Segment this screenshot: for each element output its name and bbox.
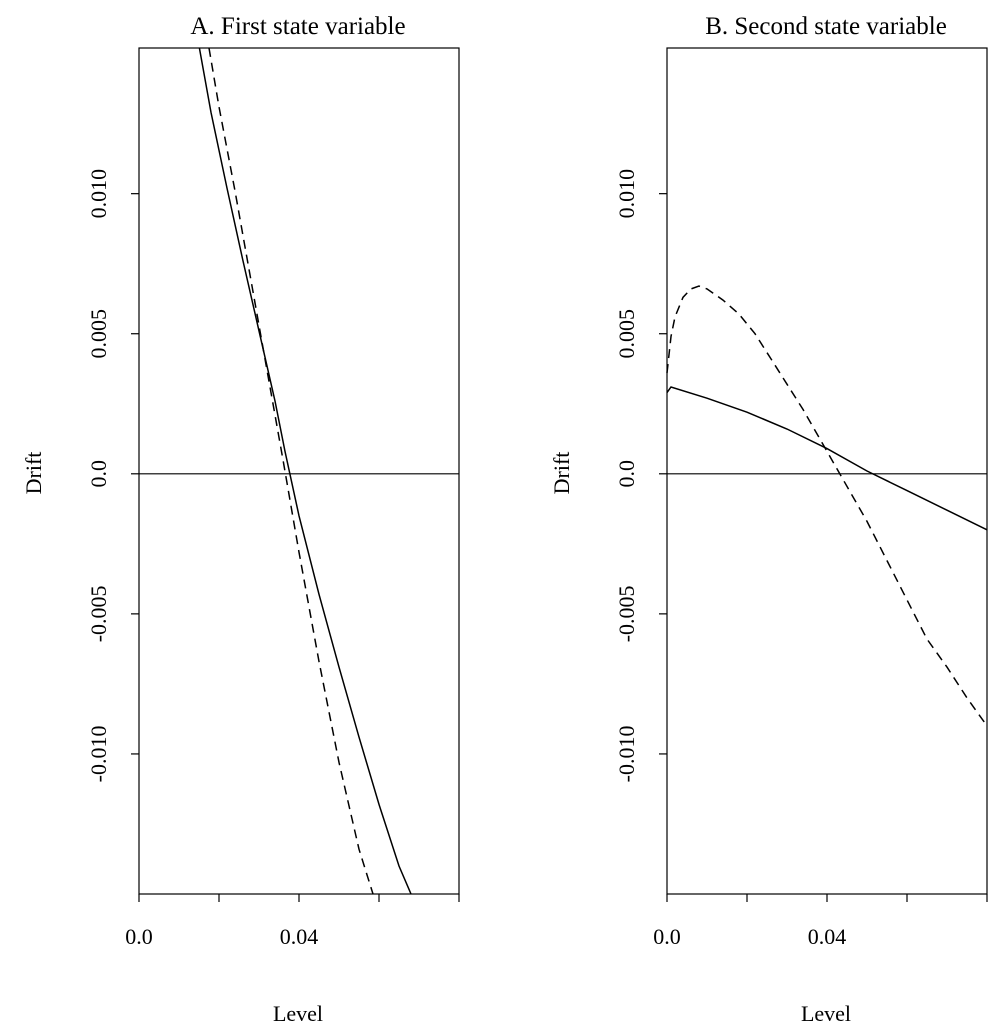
solid-series-line — [198, 47, 412, 895]
y-tick-label: -0.005 — [86, 585, 111, 642]
y-tick-label: 0.005 — [86, 309, 111, 359]
x-tick-label: 0.04 — [280, 924, 319, 949]
x-tick-label: 0.0 — [653, 924, 681, 949]
y-tick-label: 0.010 — [614, 169, 639, 219]
y-axis-label: Drift — [549, 452, 574, 495]
x-tick-label: 0.0 — [125, 924, 153, 949]
plot-frame — [138, 47, 460, 895]
plot-area: -0.010 -0.005 0.0 0.005 0.010 0.0 0.04 — [614, 47, 988, 949]
x-tick-label: 0.04 — [808, 924, 847, 949]
y-axis-label: Drift — [21, 452, 46, 495]
dashed-series-line — [666, 285, 988, 727]
y-tick-label: -0.010 — [86, 726, 111, 783]
panel-first-state-variable: A. First state variable Drift Level -0.0… — [21, 13, 460, 1026]
y-tick-label: -0.010 — [614, 726, 639, 783]
plot-area: -0.010 -0.005 0.0 0.005 0.010 0.0 0.04 — [86, 47, 460, 949]
x-axis-label: Level — [273, 1001, 323, 1026]
x-axis-label: Level — [801, 1001, 851, 1026]
y-tick-label: 0.005 — [614, 309, 639, 359]
panel-second-state-variable: B. Second state variable Drift Level -0.… — [549, 13, 988, 1026]
y-tick-label: -0.005 — [614, 585, 639, 642]
y-tick-label: 0.0 — [86, 460, 111, 488]
solid-series-line — [666, 386, 988, 531]
y-tick-label: 0.010 — [86, 169, 111, 219]
panel-title: A. First state variable — [190, 13, 405, 40]
dashed-series-line — [208, 47, 374, 895]
panel-title: B. Second state variable — [705, 13, 947, 40]
y-tick-label: 0.0 — [614, 460, 639, 488]
plot-frame — [666, 47, 988, 895]
